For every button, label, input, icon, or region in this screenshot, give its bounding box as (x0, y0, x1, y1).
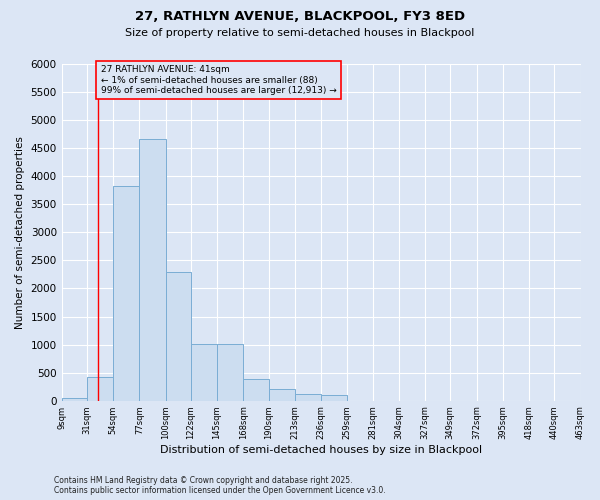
Y-axis label: Number of semi-detached properties: Number of semi-detached properties (15, 136, 25, 329)
Text: Contains HM Land Registry data © Crown copyright and database right 2025.
Contai: Contains HM Land Registry data © Crown c… (54, 476, 386, 495)
Bar (217, 344, 244, 401)
Bar (113, 186, 139, 400)
Bar (62, 398, 87, 400)
Text: Size of property relative to semi-detached houses in Blackpool: Size of property relative to semi-detach… (125, 28, 475, 38)
Bar (295, 394, 321, 400)
Bar (244, 380, 269, 400)
Text: 27 RATHLYN AVENUE: 41sqm
← 1% of semi-detached houses are smaller (88)
99% of se: 27 RATHLYN AVENUE: 41sqm ← 1% of semi-de… (101, 65, 336, 95)
Bar (191, 344, 217, 401)
Bar (139, 139, 166, 400)
Bar (269, 390, 295, 400)
Text: 27, RATHLYN AVENUE, BLACKPOOL, FY3 8ED: 27, RATHLYN AVENUE, BLACKPOOL, FY3 8ED (135, 10, 465, 23)
Bar (87, 376, 113, 400)
Bar (321, 395, 347, 400)
X-axis label: Distribution of semi-detached houses by size in Blackpool: Distribution of semi-detached houses by … (160, 445, 482, 455)
Bar (166, 272, 191, 400)
